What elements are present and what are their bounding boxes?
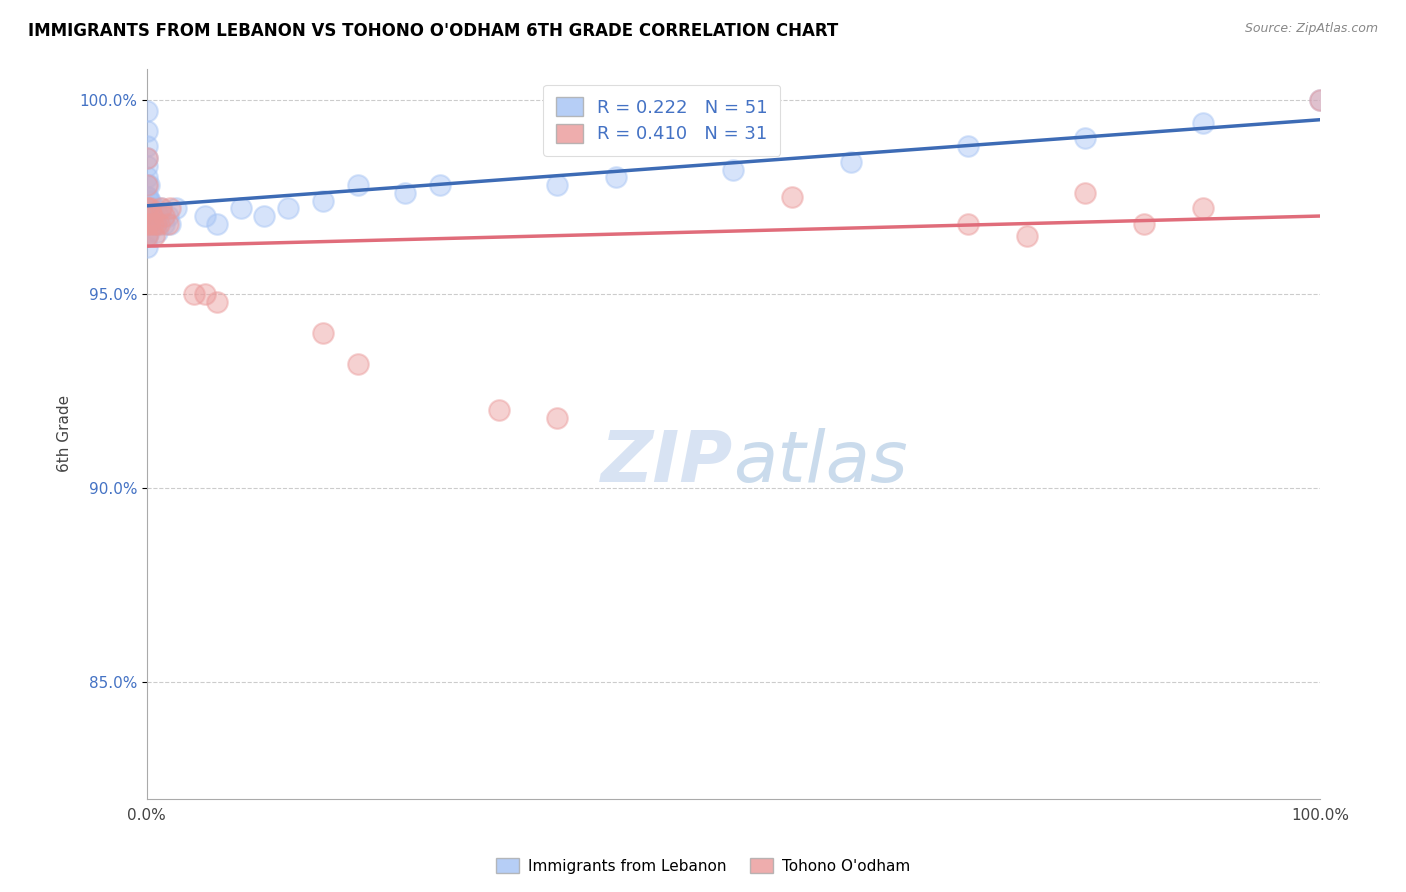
Legend: Immigrants from Lebanon, Tohono O'odham: Immigrants from Lebanon, Tohono O'odham: [489, 852, 917, 880]
Legend: R = 0.222   N = 51, R = 0.410   N = 31: R = 0.222 N = 51, R = 0.410 N = 31: [543, 85, 780, 156]
Point: [135, 159, 157, 173]
Point: [135, 178, 157, 192]
Point: [135, 178, 157, 192]
Point: [138, 209, 160, 223]
Point: [138, 194, 160, 208]
Point: [148, 217, 170, 231]
Point: [488, 403, 510, 417]
Point: [1309, 93, 1331, 107]
Point: [153, 217, 176, 231]
Text: ZIP: ZIP: [602, 428, 734, 498]
Point: [723, 162, 745, 177]
Point: [141, 202, 163, 216]
Point: [135, 170, 157, 185]
Point: [1074, 131, 1097, 145]
Point: [135, 202, 157, 216]
Point: [135, 228, 157, 243]
Point: [145, 217, 167, 231]
Y-axis label: 6th Grade: 6th Grade: [58, 395, 72, 472]
Point: [136, 202, 159, 216]
Point: [141, 209, 163, 223]
Text: Source: ZipAtlas.com: Source: ZipAtlas.com: [1244, 22, 1378, 36]
Point: [138, 225, 160, 239]
Point: [142, 217, 165, 231]
Point: [153, 209, 176, 223]
Point: [159, 217, 181, 231]
Point: [136, 217, 159, 231]
Point: [156, 217, 179, 231]
Point: [136, 190, 159, 204]
Point: [149, 202, 172, 216]
Point: [780, 190, 803, 204]
Point: [194, 286, 217, 301]
Point: [159, 202, 181, 216]
Point: [146, 225, 169, 239]
Point: [135, 240, 157, 254]
Point: [183, 286, 205, 301]
Point: [149, 202, 172, 216]
Point: [135, 217, 157, 231]
Point: [135, 209, 157, 223]
Point: [956, 217, 979, 231]
Point: [135, 123, 157, 137]
Point: [546, 411, 568, 425]
Point: [429, 178, 451, 192]
Point: [135, 190, 157, 204]
Point: [546, 178, 568, 192]
Point: [205, 294, 228, 309]
Point: [135, 217, 157, 231]
Point: [1309, 93, 1331, 107]
Point: [138, 217, 160, 231]
Point: [1015, 228, 1038, 243]
Point: [135, 228, 157, 243]
Point: [1074, 186, 1097, 200]
Point: [312, 326, 335, 340]
Point: [253, 209, 276, 223]
Point: [135, 202, 157, 216]
Point: [347, 357, 370, 371]
Point: [139, 209, 162, 223]
Point: [394, 186, 416, 200]
Text: IMMIGRANTS FROM LEBANON VS TOHONO O'ODHAM 6TH GRADE CORRELATION CHART: IMMIGRANTS FROM LEBANON VS TOHONO O'ODHA…: [28, 22, 838, 40]
Point: [229, 202, 252, 216]
Point: [205, 217, 228, 231]
Text: atlas: atlas: [734, 428, 908, 498]
Point: [194, 209, 217, 223]
Point: [135, 151, 157, 165]
Point: [138, 178, 160, 192]
Point: [1133, 217, 1156, 231]
Point: [277, 202, 299, 216]
Point: [142, 228, 165, 243]
Point: [142, 209, 165, 223]
Point: [156, 209, 179, 223]
Point: [143, 202, 166, 216]
Point: [165, 202, 187, 216]
Point: [139, 194, 162, 208]
Point: [145, 217, 167, 231]
Point: [139, 202, 162, 216]
Point: [347, 178, 370, 192]
Point: [136, 202, 159, 216]
Point: [605, 170, 627, 185]
Point: [956, 139, 979, 153]
Point: [135, 151, 157, 165]
Point: [135, 104, 157, 119]
Point: [148, 209, 170, 223]
Point: [312, 194, 335, 208]
Point: [839, 154, 862, 169]
Point: [1191, 116, 1213, 130]
Point: [135, 139, 157, 153]
Point: [142, 217, 165, 231]
Point: [1191, 202, 1213, 216]
